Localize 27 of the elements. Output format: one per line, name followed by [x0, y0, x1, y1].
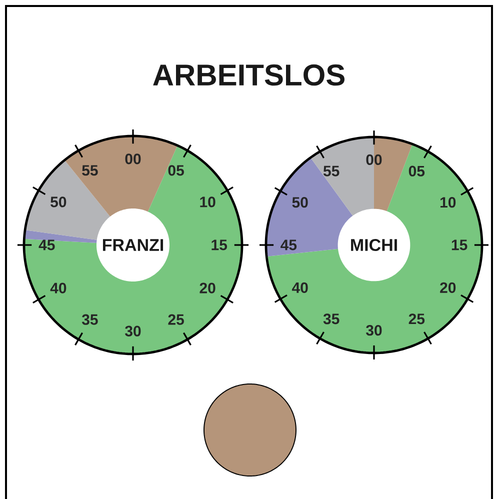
text: 40: [50, 282, 66, 294]
text: 50: [50, 196, 66, 208]
text: 40: [292, 282, 308, 293]
text: 35: [323, 314, 340, 324]
text: 10: [200, 196, 216, 208]
text: 50: [292, 197, 308, 208]
text: 30: [125, 326, 141, 336]
text: 45: [280, 240, 297, 250]
text: 15: [212, 240, 228, 250]
text: 35: [82, 314, 98, 325]
text: 30: [366, 325, 382, 336]
text: 10: [440, 197, 456, 208]
text: 25: [408, 314, 425, 324]
text: FRANZI: [102, 239, 164, 251]
text: 20: [200, 282, 216, 294]
text: 25: [168, 314, 184, 325]
text: 55: [323, 166, 340, 176]
text: 00: [125, 154, 141, 164]
chart-title: ARBEITSLOS: [153, 64, 344, 86]
text: 05: [168, 165, 184, 176]
text: 45: [38, 240, 55, 250]
text: MICHI: [351, 238, 397, 252]
text: 15: [452, 240, 468, 250]
text: 05: [408, 166, 425, 176]
text: 00: [366, 154, 382, 165]
text: 55: [82, 165, 98, 176]
text: 20: [440, 282, 456, 293]
